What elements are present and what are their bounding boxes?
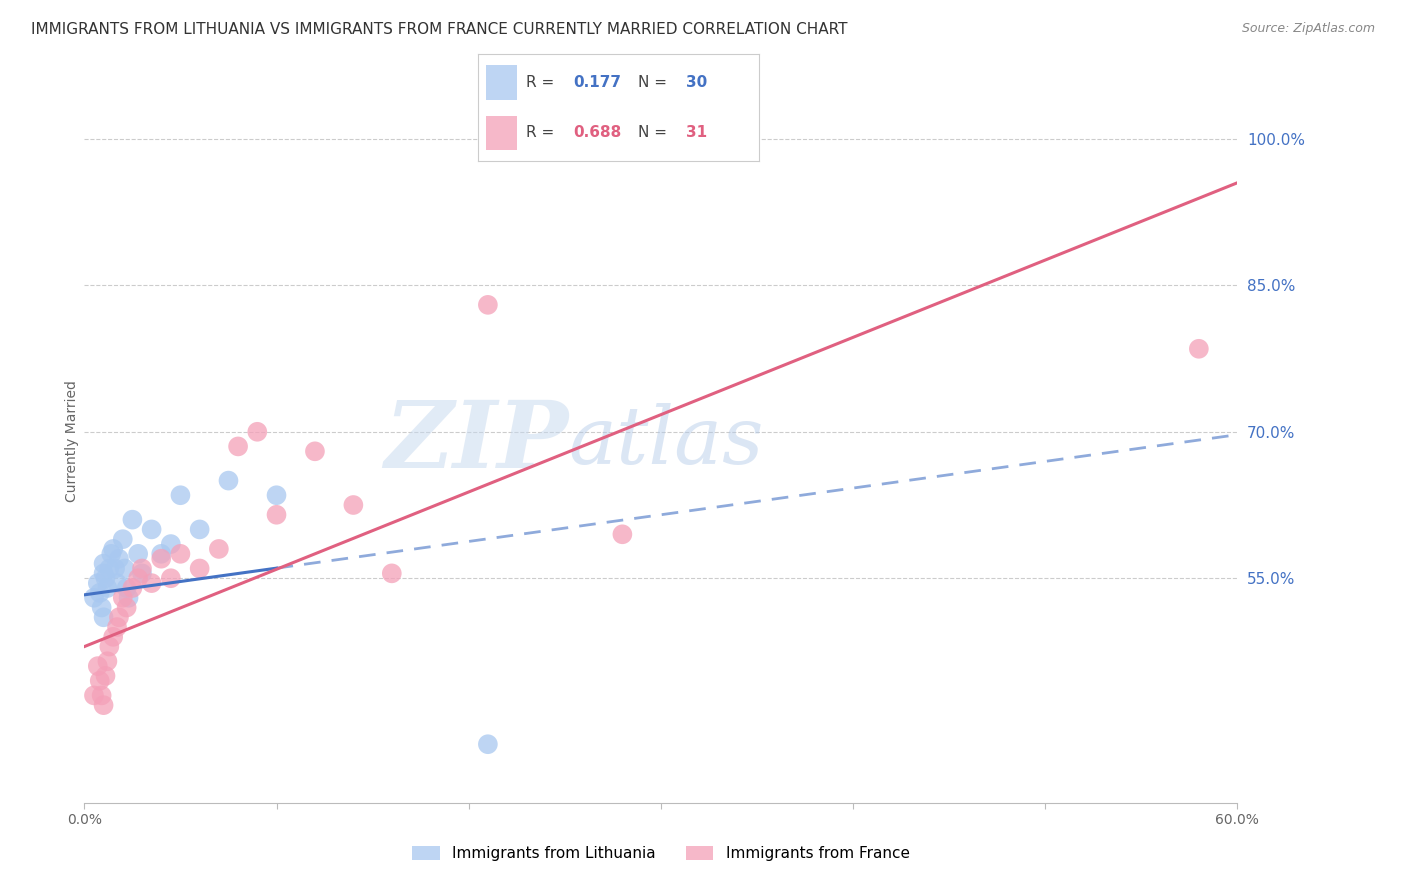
Point bbox=[90, 689, 112, 703]
Point bbox=[93, 698, 115, 713]
Point bbox=[87, 659, 110, 673]
Point bbox=[83, 689, 105, 703]
Text: Source: ZipAtlas.com: Source: ZipAtlas.com bbox=[1241, 22, 1375, 36]
Point bbox=[94, 571, 117, 585]
Text: 0.688: 0.688 bbox=[574, 125, 621, 140]
Point bbox=[141, 523, 163, 537]
Bar bbox=[486, 65, 517, 100]
Point bbox=[304, 444, 326, 458]
Point bbox=[477, 737, 499, 751]
Point bbox=[169, 488, 191, 502]
Point bbox=[105, 576, 128, 591]
Point bbox=[96, 654, 118, 668]
Point bbox=[1188, 342, 1211, 356]
Text: R =: R = bbox=[526, 75, 560, 90]
Point bbox=[108, 610, 131, 624]
Point bbox=[160, 571, 183, 585]
Point bbox=[612, 527, 634, 541]
Point bbox=[100, 547, 122, 561]
Point bbox=[121, 513, 143, 527]
Point bbox=[111, 532, 134, 546]
Point bbox=[342, 498, 364, 512]
Point bbox=[98, 561, 121, 575]
Text: 31: 31 bbox=[686, 125, 707, 140]
Point bbox=[226, 439, 249, 453]
Point bbox=[93, 610, 115, 624]
Legend: Immigrants from Lithuania, Immigrants from France: Immigrants from Lithuania, Immigrants fr… bbox=[406, 840, 915, 867]
Point bbox=[131, 561, 153, 575]
Text: IMMIGRANTS FROM LITHUANIA VS IMMIGRANTS FROM FRANCE CURRENTLY MARRIED CORRELATIO: IMMIGRANTS FROM LITHUANIA VS IMMIGRANTS … bbox=[31, 22, 848, 37]
Point bbox=[93, 557, 115, 571]
Point bbox=[169, 547, 191, 561]
Point bbox=[160, 537, 183, 551]
Point bbox=[103, 541, 124, 556]
Point bbox=[266, 508, 288, 522]
Text: atlas: atlas bbox=[568, 403, 763, 480]
Point bbox=[246, 425, 269, 439]
Y-axis label: Currently Married: Currently Married bbox=[65, 381, 79, 502]
Bar bbox=[486, 116, 517, 150]
Point bbox=[83, 591, 105, 605]
Point bbox=[141, 576, 163, 591]
Text: N =: N = bbox=[638, 125, 672, 140]
Text: R =: R = bbox=[526, 125, 560, 140]
Point bbox=[94, 669, 117, 683]
Point bbox=[127, 547, 149, 561]
Point bbox=[208, 541, 231, 556]
Text: 30: 30 bbox=[686, 75, 707, 90]
Point bbox=[115, 581, 138, 595]
Point bbox=[266, 488, 288, 502]
Text: ZIP: ZIP bbox=[384, 397, 568, 486]
Point bbox=[90, 600, 112, 615]
Point bbox=[89, 673, 111, 688]
Point bbox=[477, 298, 499, 312]
Point bbox=[131, 566, 153, 581]
Point bbox=[188, 561, 211, 575]
Point bbox=[111, 591, 134, 605]
Text: 0.177: 0.177 bbox=[574, 75, 621, 90]
Point bbox=[127, 571, 149, 585]
Point bbox=[93, 566, 115, 581]
Point bbox=[104, 561, 127, 575]
Point bbox=[121, 581, 143, 595]
Point bbox=[98, 640, 121, 654]
Point bbox=[381, 566, 404, 581]
Point bbox=[218, 474, 240, 488]
Point bbox=[103, 630, 124, 644]
Point bbox=[114, 561, 136, 575]
Point bbox=[87, 576, 110, 591]
Text: N =: N = bbox=[638, 75, 672, 90]
Point bbox=[150, 551, 173, 566]
Point bbox=[108, 551, 131, 566]
Point bbox=[96, 581, 118, 595]
Point bbox=[105, 620, 128, 634]
Point bbox=[150, 547, 173, 561]
Point bbox=[188, 523, 211, 537]
Point bbox=[115, 600, 138, 615]
Point bbox=[117, 591, 139, 605]
Point bbox=[89, 586, 111, 600]
